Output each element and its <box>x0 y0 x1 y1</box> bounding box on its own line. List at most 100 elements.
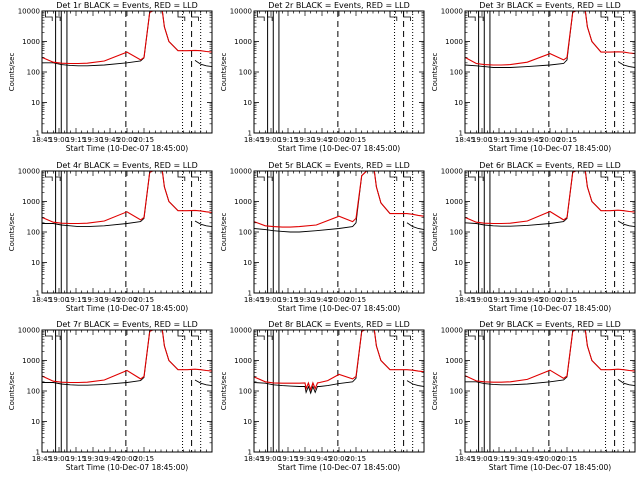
det5-xtick-label-5: 20:00 <box>329 296 349 304</box>
det2-xtick-label-3: 19:30 <box>295 136 315 144</box>
det5-ytick-label-4: 10000 <box>230 168 252 176</box>
det8-ytick-label-3: 1000 <box>234 357 252 365</box>
det8-flag-mark-2 <box>389 330 398 340</box>
det6-xtick-label-3: 19:30 <box>506 296 526 304</box>
det1-flag-mark-2 <box>177 11 186 21</box>
det8-xtick-label-3: 19:30 <box>295 455 315 463</box>
det3-xtick-label-3: 19:30 <box>506 136 526 144</box>
det6-ytick-label-3: 1000 <box>445 198 463 206</box>
det7-xtick-label-2: 19:15 <box>66 455 86 463</box>
det4-ytick-label-4: 10000 <box>18 168 40 176</box>
det9-xtick-label-6: 20:15 <box>557 455 577 463</box>
det4-ytick-label-3: 1000 <box>22 198 40 206</box>
det3-title: Det 3r BLACK = Events, RED = LLD <box>479 1 621 10</box>
det1-flag-mark-1 <box>55 11 61 21</box>
det7-xtick-label-3: 19:30 <box>83 455 103 463</box>
det2-ytick-label-1: 10 <box>243 99 252 107</box>
det4-xaxis-label: Start Time (10-Dec-07 18:45:00) <box>66 304 188 313</box>
det2-flag-mark-2 <box>389 11 398 21</box>
det9-xtick-label-1: 19:00 <box>472 455 492 463</box>
det5-title: Det 5r BLACK = Events, RED = LLD <box>268 161 410 170</box>
det2-xtick-label-4: 19:45 <box>312 136 332 144</box>
det8-xtick-label-0: 18:45 <box>244 455 264 463</box>
det9-flag-mark-2 <box>600 330 609 340</box>
det7-ytick-label-4: 10000 <box>18 327 40 335</box>
det9-xtick-label-2: 19:15 <box>489 455 509 463</box>
det5-flag-mark-2 <box>389 171 398 181</box>
det8-ytick-label-1: 10 <box>243 418 252 426</box>
det2-yaxis-label: Counts/sec <box>220 53 228 92</box>
det8-ytick-label-2: 100 <box>239 388 252 396</box>
det9-xtick-label-4: 19:45 <box>523 455 543 463</box>
det7-flag-mark-0 <box>45 330 53 340</box>
det1-xtick-label-0: 18:45 <box>32 136 52 144</box>
panel-det7: Det 7r BLACK = Events, RED = LLD 1 10 100 10… <box>8 320 213 472</box>
det7-ytick-label-1: 10 <box>31 418 40 426</box>
det5-xtick-label-3: 19:30 <box>295 296 315 304</box>
det4-ytick-label-1: 10 <box>31 259 40 267</box>
det8-ytick-label-4: 10000 <box>230 327 252 335</box>
det5-xtick-label-1: 19:00 <box>261 296 281 304</box>
det8-ytick-label-0: 1 <box>248 449 252 457</box>
det8-flag-mark-3 <box>403 330 411 340</box>
det7-title: Det 7r BLACK = Events, RED = LLD <box>56 320 198 329</box>
det2-xtick-label-6: 20:15 <box>346 136 366 144</box>
det5-ytick-label-2: 100 <box>239 229 252 237</box>
det9-title: Det 9r BLACK = Events, RED = LLD <box>479 320 621 329</box>
det5-ytick-label-1: 10 <box>243 259 252 267</box>
det3-xtick-label-5: 20:00 <box>540 136 560 144</box>
det3-xtick-label-4: 19:45 <box>523 136 543 144</box>
det9-flag-mark-0 <box>468 330 476 340</box>
det2-xtick-label-2: 19:15 <box>278 136 298 144</box>
det7-xaxis-label: Start Time (10-Dec-07 18:45:00) <box>66 463 188 472</box>
det9-xtick-label-5: 20:00 <box>540 455 560 463</box>
det4-xtick-label-3: 19:30 <box>83 296 103 304</box>
det9-ytick-label-1: 10 <box>454 418 463 426</box>
det5-xaxis-label: Start Time (10-Dec-07 18:45:00) <box>278 304 400 313</box>
det4-xtick-label-6: 20:15 <box>134 296 154 304</box>
det1-xtick-label-5: 20:00 <box>117 136 137 144</box>
det6-flag-mark-1 <box>478 171 484 181</box>
panel-det9: Det 9r BLACK = Events, RED = LLD 1 10 100 10… <box>431 320 636 472</box>
det9-xaxis-label: Start Time (10-Dec-07 18:45:00) <box>489 463 611 472</box>
det2-ytick-label-2: 100 <box>239 69 252 77</box>
det8-xaxis-label: Start Time (10-Dec-07 18:45:00) <box>278 463 400 472</box>
det3-xtick-label-1: 19:00 <box>472 136 492 144</box>
det8-xtick-label-5: 20:00 <box>329 455 349 463</box>
det9-flag-mark-1 <box>478 330 484 340</box>
det8-flag-mark-1 <box>267 330 273 340</box>
det5-xtick-label-0: 18:45 <box>244 296 264 304</box>
det3-ytick-label-1: 10 <box>454 99 463 107</box>
det3-xaxis-label: Start Time (10-Dec-07 18:45:00) <box>489 144 611 153</box>
det9-ytick-label-0: 1 <box>459 449 463 457</box>
det4-flag-mark-2 <box>177 171 186 181</box>
det4-xtick-label-2: 19:15 <box>66 296 86 304</box>
det8-xtick-label-4: 19:45 <box>312 455 332 463</box>
det9-xtick-label-0: 18:45 <box>455 455 475 463</box>
det4-xtick-label-5: 20:00 <box>117 296 137 304</box>
det4-xtick-label-0: 18:45 <box>32 296 52 304</box>
det2-flag-mark-1 <box>267 11 273 21</box>
det8-series-lld <box>254 330 424 392</box>
det4-xtick-label-4: 19:45 <box>100 296 120 304</box>
panel-det6: Det 6r BLACK = Events, RED = LLD 1 10 100 10… <box>431 161 636 313</box>
det6-flag-mark-0 <box>468 171 476 181</box>
det6-xtick-label-4: 19:45 <box>523 296 543 304</box>
det9-yaxis-label: Counts/sec <box>431 372 439 411</box>
panel-det3: Det 3r BLACK = Events, RED = LLD 1 10 100 10… <box>431 1 636 153</box>
det2-title: Det 2r BLACK = Events, RED = LLD <box>268 1 410 10</box>
det7-ytick-label-2: 100 <box>27 388 40 396</box>
det3-ytick-label-4: 10000 <box>441 8 463 16</box>
det3-yaxis-label: Counts/sec <box>431 53 439 92</box>
det4-title: Det 4r BLACK = Events, RED = LLD <box>56 161 198 170</box>
det7-xtick-label-1: 19:00 <box>49 455 69 463</box>
det4-xtick-label-1: 19:00 <box>49 296 69 304</box>
det2-flag-mark-3 <box>403 11 411 21</box>
det2-xtick-label-5: 20:00 <box>329 136 349 144</box>
det5-flag-mark-1 <box>267 171 273 181</box>
det4-flag-mark-0 <box>45 171 53 181</box>
det5-ytick-label-3: 1000 <box>234 198 252 206</box>
det6-ytick-label-2: 100 <box>450 229 463 237</box>
det7-yaxis-label: Counts/sec <box>8 372 16 411</box>
